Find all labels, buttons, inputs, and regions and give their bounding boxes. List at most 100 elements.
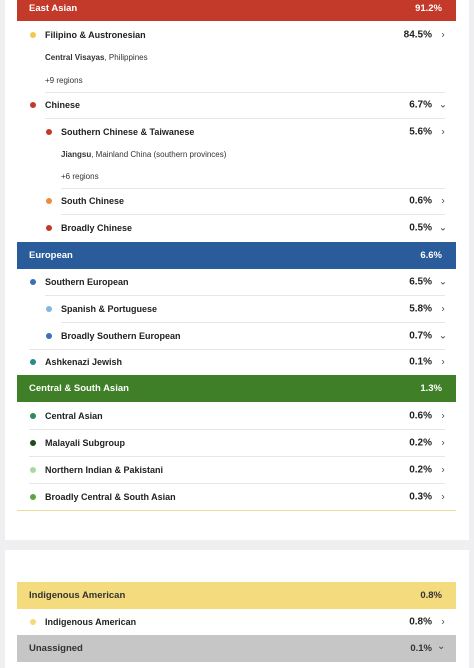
row-chinese[interactable]: Chinese 6.7% ⌄ xyxy=(17,95,456,115)
chinese-label: Chinese xyxy=(45,100,81,110)
chevron-down-icon: ⌄ xyxy=(438,222,448,234)
ashkenazi-pct: 0.1% xyxy=(409,356,432,368)
row-broadly-central-south-asian[interactable]: Broadly Central & South Asian 0.3% › xyxy=(17,487,456,507)
southern-chinese-dot xyxy=(46,129,52,135)
row-filipino-austronesian[interactable]: Filipino & Austronesian 84.5% › xyxy=(17,25,456,45)
southern-european-label: Southern European xyxy=(45,277,129,287)
indigenous-american-pct: 0.8% xyxy=(420,590,442,601)
southern-chinese-region: Jiangsu, Mainland China (southern provin… xyxy=(61,150,226,159)
ashkenazi-label: Ashkenazi Jewish xyxy=(45,357,123,367)
divider xyxy=(17,510,456,511)
chevron-right-icon: › xyxy=(441,410,445,422)
divider xyxy=(61,188,445,189)
european-label: European xyxy=(29,250,73,261)
ancestry-card-main: East Asian 91.2% Filipino & Austronesian… xyxy=(5,0,469,540)
central-south-asian-pct: 1.3% xyxy=(420,383,442,394)
ancestry-card-secondary: Indigenous American 0.8% Indigenous Amer… xyxy=(5,550,469,668)
southern-chinese-pct: 5.6% xyxy=(409,126,432,138)
divider xyxy=(61,322,445,323)
row-indigenous-american[interactable]: Indigenous American 0.8% › xyxy=(17,612,456,632)
divider xyxy=(61,214,445,215)
broadly-chinese-label: Broadly Chinese xyxy=(61,223,133,233)
divider xyxy=(29,456,445,457)
southern-european-pct: 6.5% xyxy=(409,276,432,288)
malayali-pct: 0.2% xyxy=(409,437,432,449)
chinese-pct: 6.7% xyxy=(409,99,432,111)
indigenous-american-sub-label: Indigenous American xyxy=(45,617,137,627)
malayali-dot xyxy=(30,440,36,446)
broadly-southern-european-dot xyxy=(46,333,52,339)
european-pct: 6.6% xyxy=(420,250,442,261)
southern-chinese-label: Southern Chinese & Taiwanese xyxy=(61,127,195,137)
divider xyxy=(45,92,445,93)
chevron-right-icon: › xyxy=(441,464,445,476)
chevron-down-icon: ⌄ xyxy=(438,330,448,342)
broadly-central-south-asian-pct: 0.3% xyxy=(409,491,432,503)
indigenous-american-dot xyxy=(30,619,36,625)
row-central-asian[interactable]: Central Asian 0.6% › xyxy=(17,406,456,426)
broadly-southern-european-label: Broadly Southern European xyxy=(61,331,181,341)
central-asian-pct: 0.6% xyxy=(409,410,432,422)
broadly-chinese-pct: 0.5% xyxy=(409,222,432,234)
chevron-right-icon: › xyxy=(441,195,445,207)
row-broadly-chinese[interactable]: Broadly Chinese 0.5% ⌄ xyxy=(17,218,456,238)
southern-chinese-more-regions[interactable]: +6 regions xyxy=(61,172,99,181)
row-northern-indian-pakistani[interactable]: Northern Indian & Pakistani 0.2% › xyxy=(17,460,456,480)
northern-indian-dot xyxy=(30,467,36,473)
broadly-chinese-dot xyxy=(46,225,52,231)
filipino-pct: 84.5% xyxy=(403,29,432,41)
chevron-down-icon: ⌄ xyxy=(438,276,448,288)
central-south-asian-label: Central & South Asian xyxy=(29,383,129,394)
southern-chinese-region-detail: , Mainland China (southern provinces) xyxy=(91,150,227,159)
chevron-right-icon: › xyxy=(441,303,445,315)
chevron-right-icon: › xyxy=(441,29,445,41)
european-band[interactable]: European 6.6% xyxy=(17,242,456,269)
row-ashkenazi-jewish[interactable]: Ashkenazi Jewish 0.1% › xyxy=(17,352,456,372)
chevron-down-icon: ⌄ xyxy=(437,641,446,652)
east-asian-pct: 91.2% xyxy=(415,3,442,14)
chinese-dot xyxy=(30,102,36,108)
spanish-label: Spanish & Portuguese xyxy=(61,304,158,314)
row-southern-chinese-taiwanese[interactable]: Southern Chinese & Taiwanese 5.6% › xyxy=(17,122,456,142)
row-spanish-portuguese[interactable]: Spanish & Portuguese 5.8% › xyxy=(17,299,456,319)
central-asian-dot xyxy=(30,413,36,419)
central-asian-label: Central Asian xyxy=(45,411,103,421)
broadly-central-south-asian-dot xyxy=(30,494,36,500)
filipino-region-detail: , Philippines xyxy=(104,53,148,62)
unassigned-band[interactable]: Unassigned 0.1% xyxy=(17,635,456,662)
chevron-right-icon: › xyxy=(441,437,445,449)
southern-chinese-region-name: Jiangsu xyxy=(61,150,92,159)
divider xyxy=(45,295,445,296)
unassigned-pct: 0.1% xyxy=(410,643,432,654)
broadly-central-south-asian-label: Broadly Central & South Asian xyxy=(45,492,176,502)
row-broadly-southern-european[interactable]: Broadly Southern European 0.7% ⌄ xyxy=(17,326,456,346)
indigenous-american-sub-pct: 0.8% xyxy=(409,616,432,628)
chevron-right-icon: › xyxy=(441,356,445,368)
filipino-region: Central Visayas, Philippines xyxy=(45,53,148,62)
east-asian-label: East Asian xyxy=(29,3,78,14)
row-south-chinese[interactable]: South Chinese 0.6% › xyxy=(17,191,456,211)
filipino-more-regions[interactable]: +9 regions xyxy=(45,76,83,85)
divider xyxy=(29,349,445,350)
ashkenazi-dot xyxy=(30,359,36,365)
spanish-pct: 5.8% xyxy=(409,303,432,315)
indigenous-american-label: Indigenous American xyxy=(29,590,126,601)
central-south-asian-band[interactable]: Central & South Asian 1.3% xyxy=(17,375,456,402)
south-chinese-dot xyxy=(46,198,52,204)
row-southern-european[interactable]: Southern European 6.5% ⌄ xyxy=(17,272,456,292)
south-chinese-pct: 0.6% xyxy=(409,195,432,207)
row-malayali-subgroup[interactable]: Malayali Subgroup 0.2% › xyxy=(17,433,456,453)
east-asian-band[interactable]: East Asian 91.2% xyxy=(17,0,456,21)
indigenous-american-band[interactable]: Indigenous American 0.8% xyxy=(17,582,456,609)
northern-indian-label: Northern Indian & Pakistani xyxy=(45,465,164,475)
divider xyxy=(29,429,445,430)
divider xyxy=(45,118,445,119)
malayali-label: Malayali Subgroup xyxy=(45,438,126,448)
south-chinese-label: South Chinese xyxy=(61,196,125,206)
southern-european-dot xyxy=(30,279,36,285)
chevron-right-icon: › xyxy=(441,491,445,503)
chevron-right-icon: › xyxy=(441,126,445,138)
filipino-dot xyxy=(30,32,36,38)
filipino-region-name: Central Visayas xyxy=(45,53,105,62)
chevron-down-icon: ⌄ xyxy=(438,99,448,111)
